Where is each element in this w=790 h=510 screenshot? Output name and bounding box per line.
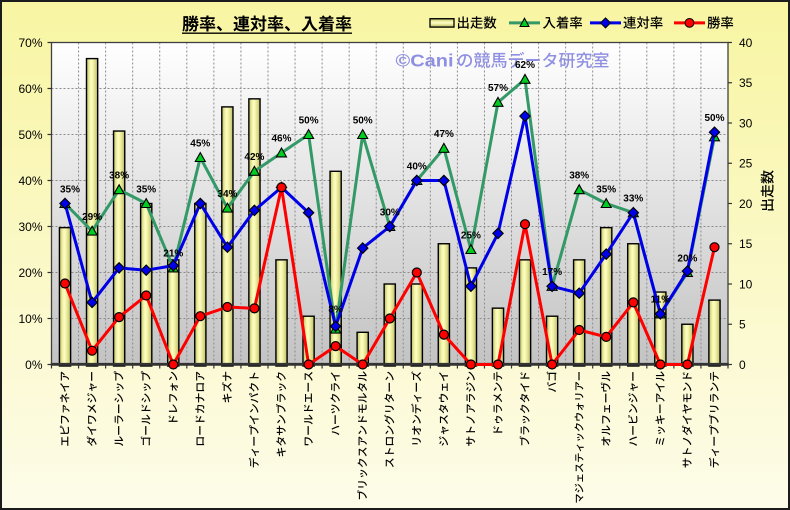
svg-text:40%: 40% xyxy=(18,174,42,188)
svg-text:30%: 30% xyxy=(380,207,400,218)
svg-text:35%: 35% xyxy=(136,184,156,195)
svg-text:5: 5 xyxy=(739,318,746,332)
svg-text:11%: 11% xyxy=(651,295,671,306)
svg-text:0: 0 xyxy=(739,358,746,372)
svg-text:8%: 8% xyxy=(328,305,343,316)
svg-text:20%: 20% xyxy=(18,266,42,280)
svg-text:20: 20 xyxy=(739,197,753,211)
svg-text:17%: 17% xyxy=(542,267,562,278)
svg-text:34%: 34% xyxy=(217,189,237,200)
svg-text:15: 15 xyxy=(739,237,753,251)
svg-text:10%: 10% xyxy=(18,312,42,326)
svg-text:42%: 42% xyxy=(244,152,264,163)
svg-text:33%: 33% xyxy=(623,194,643,205)
svg-text:0%: 0% xyxy=(25,358,43,372)
svg-text:70%: 70% xyxy=(18,36,42,50)
svg-text:35%: 35% xyxy=(596,184,616,195)
svg-text:38%: 38% xyxy=(109,171,129,182)
svg-text:40%: 40% xyxy=(407,161,427,172)
svg-text:45%: 45% xyxy=(190,138,210,149)
svg-text:40: 40 xyxy=(739,36,753,50)
svg-text:47%: 47% xyxy=(434,129,454,140)
svg-text:25%: 25% xyxy=(461,230,481,241)
svg-text:57%: 57% xyxy=(488,83,508,94)
svg-text:46%: 46% xyxy=(271,134,291,145)
svg-text:50%: 50% xyxy=(299,115,319,126)
svg-text:30%: 30% xyxy=(18,220,42,234)
svg-text:50%: 50% xyxy=(704,113,724,124)
svg-text:35: 35 xyxy=(739,76,753,90)
svg-text:50%: 50% xyxy=(353,115,373,126)
svg-text:©Cani: ©Cani xyxy=(396,51,454,71)
svg-text:35%: 35% xyxy=(60,184,80,195)
svg-text:20%: 20% xyxy=(677,253,697,264)
svg-text:25: 25 xyxy=(739,157,753,171)
svg-text:50%: 50% xyxy=(18,128,42,142)
svg-text:62%: 62% xyxy=(515,60,535,71)
svg-text:60%: 60% xyxy=(18,82,42,96)
svg-text:29%: 29% xyxy=(82,212,102,223)
svg-text:21%: 21% xyxy=(163,249,183,260)
svg-text:38%: 38% xyxy=(569,171,589,182)
svg-text:10: 10 xyxy=(739,277,753,291)
svg-text:30: 30 xyxy=(739,116,753,130)
